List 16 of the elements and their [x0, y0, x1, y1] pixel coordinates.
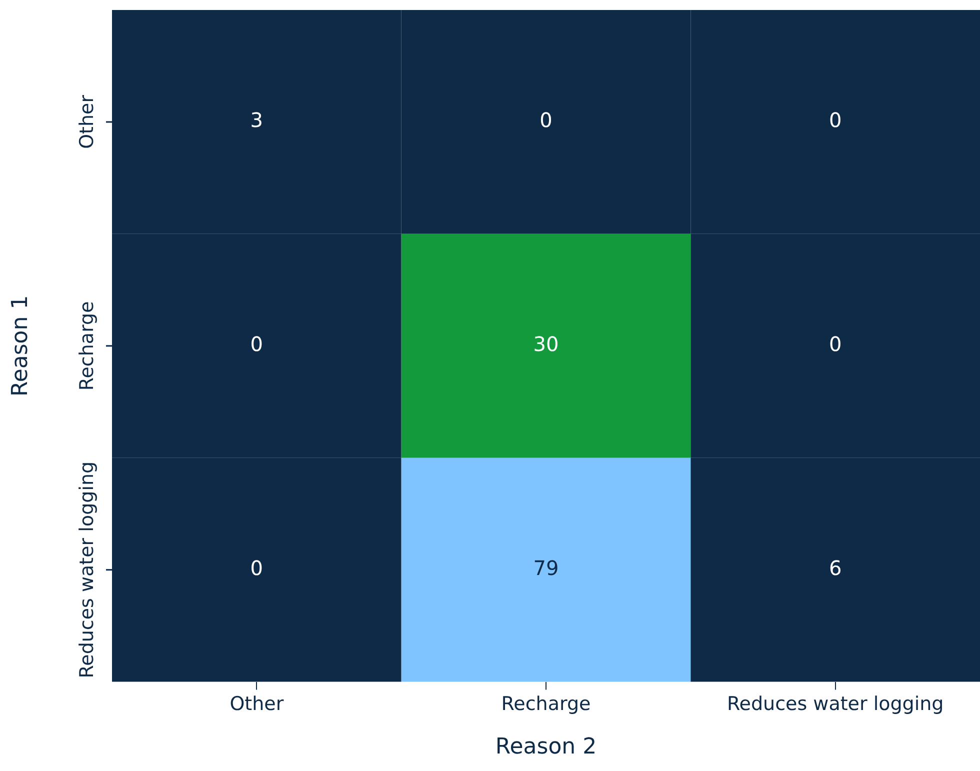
- x-tick-label: Other: [230, 693, 284, 716]
- y-axis-title: Reason 1: [8, 295, 33, 396]
- data-label: 0: [540, 108, 552, 132]
- x-tick-label: Reduces water logging: [726, 693, 944, 716]
- data-label: 0: [250, 556, 264, 580]
- x-axis-title: Reason 2: [495, 734, 597, 760]
- data-label: 30: [533, 332, 559, 356]
- data-label: 0: [828, 332, 842, 356]
- y-tick-label: Other: [76, 94, 98, 149]
- y-tick-label: Recharge: [76, 301, 98, 391]
- data-label: 0: [250, 332, 264, 356]
- data-label: 6: [828, 556, 842, 580]
- data-label: 0: [828, 108, 842, 132]
- data-label: 3: [250, 108, 264, 132]
- x-tick-label: Recharge: [501, 693, 591, 716]
- data-label: 79: [533, 556, 559, 580]
